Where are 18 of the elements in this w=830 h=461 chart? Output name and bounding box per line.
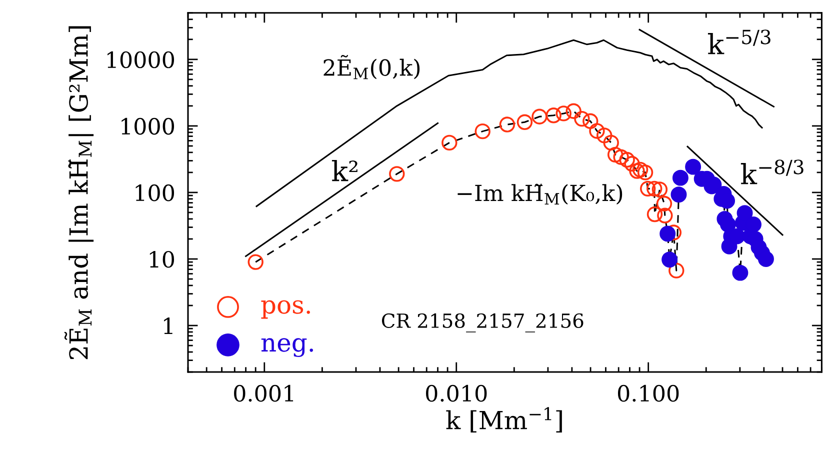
x-tick-label: 0.010 [426, 384, 487, 402]
annotation: −Im kH̃$_{M}$(K₀,k) [458, 184, 622, 205]
y-tick-label: 10 [150, 250, 174, 268]
annotation: k$^{−5/3}$ [708, 30, 770, 54]
annotation: k² [332, 160, 358, 182]
x-tick-label: 0.001 [234, 384, 294, 402]
y-tick-label: 10000 [108, 51, 174, 68]
annotation: CR 2158_2157_2156 [382, 313, 584, 332]
legend-label: pos. [261, 300, 310, 319]
y-tick-label: 1 [164, 317, 172, 334]
x-tick-label: 0.100 [618, 384, 679, 402]
x-axis-title: k [Mm$^{−1}$] [446, 407, 562, 432]
annotation: k$^{−8/3}$ [740, 160, 804, 184]
y-tick-label: 1000 [122, 118, 174, 135]
annotation: 2Ẽ$_{M}$(0,k) [324, 55, 420, 80]
legend-label: neg. [261, 338, 313, 358]
y-tick-label: 100 [136, 184, 174, 202]
y-axis-title: 2Ẽ$_{M}$ and |Im kH̃$_{M}$| [G²Mm] [64, 26, 94, 360]
